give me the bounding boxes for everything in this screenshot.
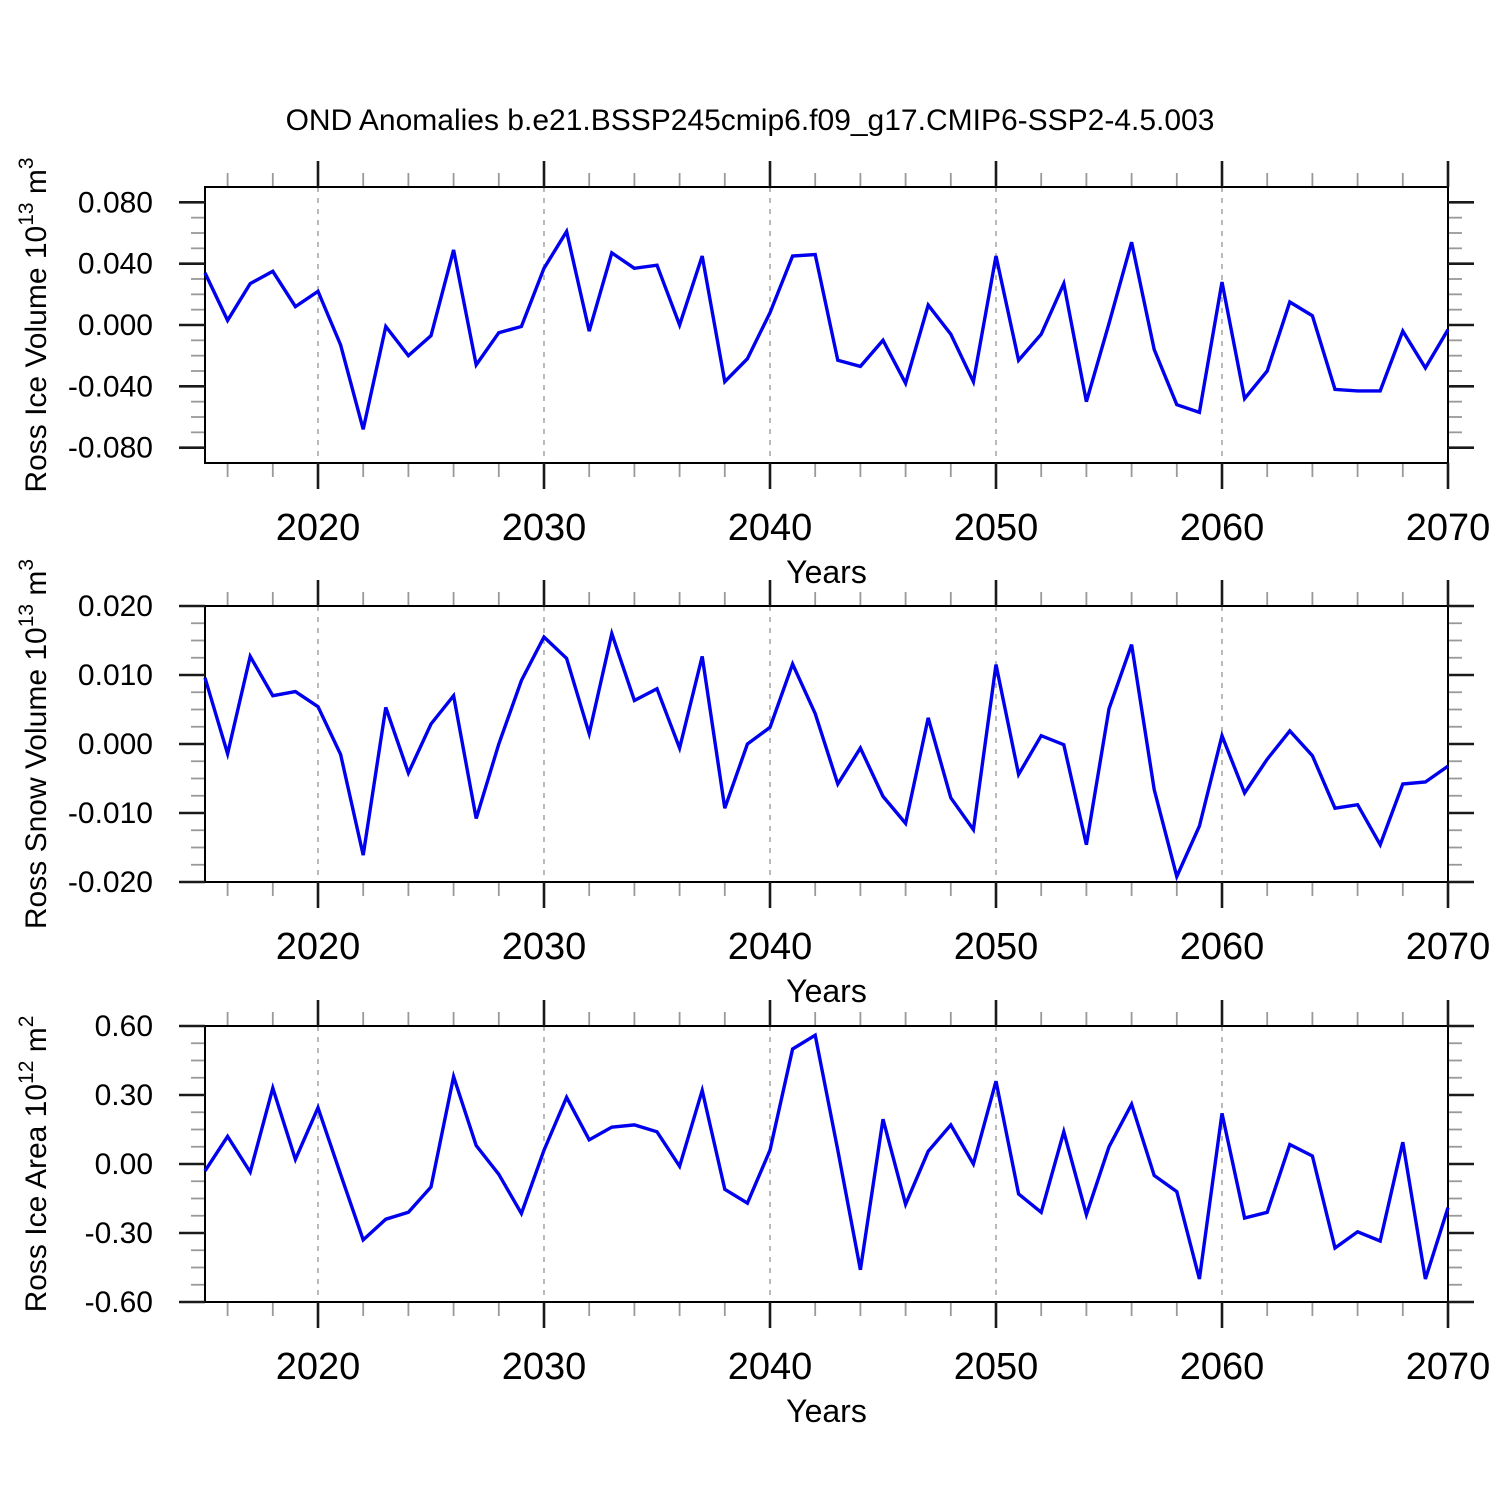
y-axis-title-ross-snow-volume: Ross Snow Volume 1013 m3	[15, 559, 53, 929]
x-tick-label: 2030	[502, 926, 587, 968]
x-axis-title: Years	[786, 1393, 867, 1429]
x-axis-title: Years	[786, 554, 867, 590]
x-tick-label: 2050	[954, 926, 1039, 968]
panel-ross-snow-volume: 2020 2030 2040 2050 2060 2070 0.020 0.010 0.000 -…	[15, 559, 1490, 1009]
y-tick-label: 0.010	[78, 659, 153, 692]
x-tick-label: 2020	[276, 507, 361, 549]
y-tick-label: 0.080	[78, 186, 153, 219]
x-tick-label: 2060	[1180, 926, 1265, 968]
y-tick-label: -0.30	[85, 1217, 153, 1250]
y-tick-label: -0.60	[85, 1286, 153, 1319]
panel-ross-ice-volume: 2020 2030 2040 2050 2060 2070 0.080 0.040 0.000 -…	[15, 157, 1490, 590]
y-axis-title-ross-ice-area: Ross Ice Area 1012 m2	[15, 1016, 53, 1313]
x-tick-label: 2040	[728, 507, 813, 549]
y-tick-label: 0.020	[78, 590, 153, 623]
y-tick-label: -0.010	[68, 797, 153, 830]
panel-ross-ice-area: 2020 2030 2040 2050 2060 2070 0.60 0.30 0.00 -0.3…	[15, 1000, 1490, 1429]
x-axis-title: Years	[786, 973, 867, 1009]
y-tick-label: -0.040	[68, 370, 153, 403]
x-tick-label: 2040	[728, 1346, 813, 1388]
x-tick-label: 2040	[728, 926, 813, 968]
x-tick-label: 2060	[1180, 507, 1265, 549]
ross-snow-volume-line	[203, 627, 1449, 882]
plot-frame	[204, 186, 1449, 464]
y-tick-label: -0.080	[68, 432, 153, 465]
y-tick-label: -0.020	[68, 866, 153, 899]
x-tick-label: 2070	[1406, 926, 1491, 968]
x-tick-label: 2020	[276, 1346, 361, 1388]
y-tick-label: 0.60	[95, 1010, 153, 1043]
y-tick-label: 0.000	[78, 309, 153, 342]
chart-title: OND Anomalies b.e21.BSSP245cmip6.f09_g17…	[286, 104, 1215, 137]
x-tick-label: 2020	[276, 926, 361, 968]
y-tick-label: 0.000	[78, 728, 153, 761]
y-tick-label: 0.040	[78, 248, 153, 281]
y-axis-title-ross-ice-volume: Ross Ice Volume 1013 m3	[15, 157, 53, 492]
x-tick-label: 2050	[954, 1346, 1039, 1388]
ross-ice-volume-line	[203, 227, 1450, 430]
x-tick-label: 2030	[502, 507, 587, 549]
x-tick-label: 2030	[502, 1346, 587, 1388]
ross-ice-area-line	[203, 1032, 1450, 1280]
x-tick-label: 2070	[1406, 1346, 1491, 1388]
x-tick-label: 2050	[954, 507, 1039, 549]
chart-root: 2020 2030 2040 2050 2060 2070 0.080 0.040 0.000 -…	[15, 157, 1490, 1429]
y-tick-label: 0.00	[95, 1148, 153, 1181]
y-tick-label: 0.30	[95, 1079, 153, 1112]
x-tick-label: 2060	[1180, 1346, 1265, 1388]
x-tick-label: 2070	[1406, 507, 1491, 549]
plot-frame	[204, 1025, 1449, 1303]
